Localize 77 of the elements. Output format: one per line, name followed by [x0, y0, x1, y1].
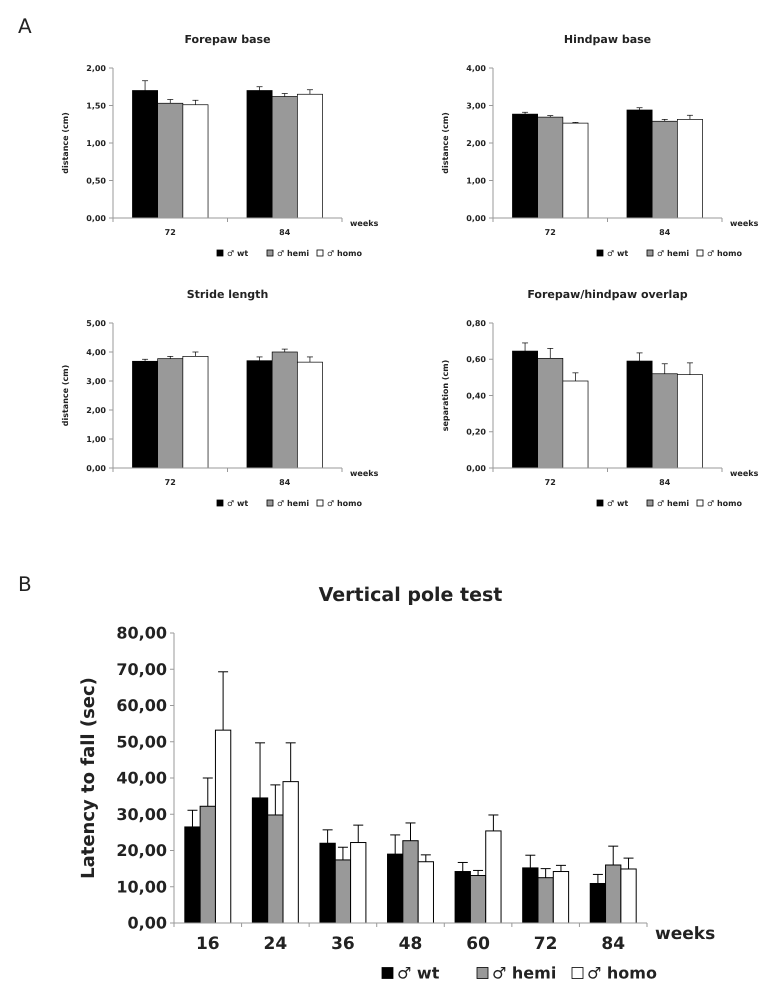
y-axis-title: separation (cm) [441, 360, 450, 432]
legend-label: ♂ homo [707, 248, 742, 258]
y-tick-label: 0,00 [128, 914, 167, 933]
y-tick-label: 0,20 [466, 428, 486, 437]
legend-label: ♂ homo [707, 498, 742, 508]
y-tick-label: 0,40 [466, 391, 486, 400]
y-tick-label: 4,00 [466, 64, 486, 73]
x-tick-label: 84 [279, 478, 291, 487]
y-tick-label: 1,50 [86, 101, 106, 110]
chart-title: Forepaw/hindpaw overlap [527, 288, 688, 301]
chart-title: Forepaw base [184, 33, 271, 46]
y-tick-label: 5,00 [86, 318, 106, 328]
y-axis-title: distance (cm) [61, 112, 70, 174]
y-tick-label: 20,00 [116, 841, 167, 860]
y-tick-label: 0,50 [86, 176, 106, 186]
legend-label: ♂ homo [327, 498, 362, 508]
x-tick-label: 84 [659, 228, 671, 237]
legend-label: ♂ hemi [492, 964, 556, 983]
x-axis-title: weeks [655, 924, 716, 944]
y-tick-label: 1,00 [466, 176, 486, 186]
chart-title: Vertical pole test [318, 584, 502, 606]
legend-label: ♂ wt [607, 498, 628, 508]
legend-label: ♂ wt [227, 248, 248, 258]
legend-label: ♂ hemi [277, 248, 310, 258]
x-tick-label: 60 [466, 934, 490, 954]
x-axis-title: weeks [730, 469, 759, 478]
legend-label: ♂ homo [327, 248, 362, 258]
legend-label: ♂ hemi [657, 498, 690, 508]
x-axis-title: weeks [350, 469, 379, 478]
y-tick-label: 0,00 [466, 214, 486, 223]
y-tick-label: 40,00 [116, 768, 167, 788]
x-tick-label: 72 [544, 228, 556, 237]
y-axis-title: distance (cm) [61, 364, 70, 426]
y-tick-label: 3,00 [86, 376, 106, 386]
y-tick-label: 80,00 [116, 624, 167, 643]
y-tick-label: 70,00 [116, 660, 167, 679]
y-tick-label: 0,00 [86, 214, 106, 223]
y-tick-label: 4,00 [86, 348, 106, 357]
x-tick-label: 72 [164, 478, 176, 487]
x-tick-label: 36 [331, 934, 355, 954]
y-tick-label: 0,00 [86, 464, 106, 473]
text: B [18, 572, 32, 596]
x-tick-label: 84 [601, 934, 626, 954]
x-tick-label: 24 [264, 934, 288, 954]
chart-title: Stride length [186, 288, 268, 301]
y-tick-label: 3,00 [466, 101, 486, 110]
x-tick-label: 16 [196, 934, 220, 954]
legend-label: ♂ hemi [277, 498, 310, 508]
x-tick-label: 48 [398, 934, 422, 954]
x-tick-label: 84 [659, 478, 671, 487]
legend-label: ♂ wt [227, 498, 248, 508]
x-axis-title: weeks [730, 219, 759, 228]
legend-label: ♂ wt [397, 964, 440, 983]
y-tick-label: 0,00 [466, 464, 486, 473]
y-tick-label: 1,00 [86, 434, 106, 444]
y-tick-label: 0,80 [466, 318, 486, 328]
y-tick-label: 10,00 [116, 877, 167, 896]
y-tick-label: 2,00 [86, 64, 106, 73]
x-tick-label: 84 [279, 228, 291, 237]
x-tick-label: 72 [164, 228, 176, 237]
y-tick-label: 2,00 [86, 406, 106, 415]
chart-title: Hindpaw base [564, 33, 652, 46]
y-tick-label: 0,60 [466, 355, 486, 364]
x-tick-label: 72 [544, 478, 556, 487]
x-axis-title: weeks [350, 219, 379, 228]
y-tick-label: 50,00 [116, 732, 167, 752]
y-tick-label: 1,00 [86, 138, 106, 148]
legend-label: ♂ homo [587, 964, 657, 983]
legend-label: ♂ hemi [657, 248, 690, 258]
y-axis-title: distance (cm) [441, 112, 450, 174]
x-tick-label: 72 [534, 934, 558, 954]
y-tick-label: 60,00 [116, 696, 167, 716]
y-axis-title: Latency to fall (sec) [78, 677, 99, 879]
y-tick-label: 30,00 [116, 804, 167, 824]
legend-label: ♂ wt [607, 248, 628, 258]
y-tick-label: 2,00 [466, 138, 486, 148]
text: A [18, 14, 32, 38]
